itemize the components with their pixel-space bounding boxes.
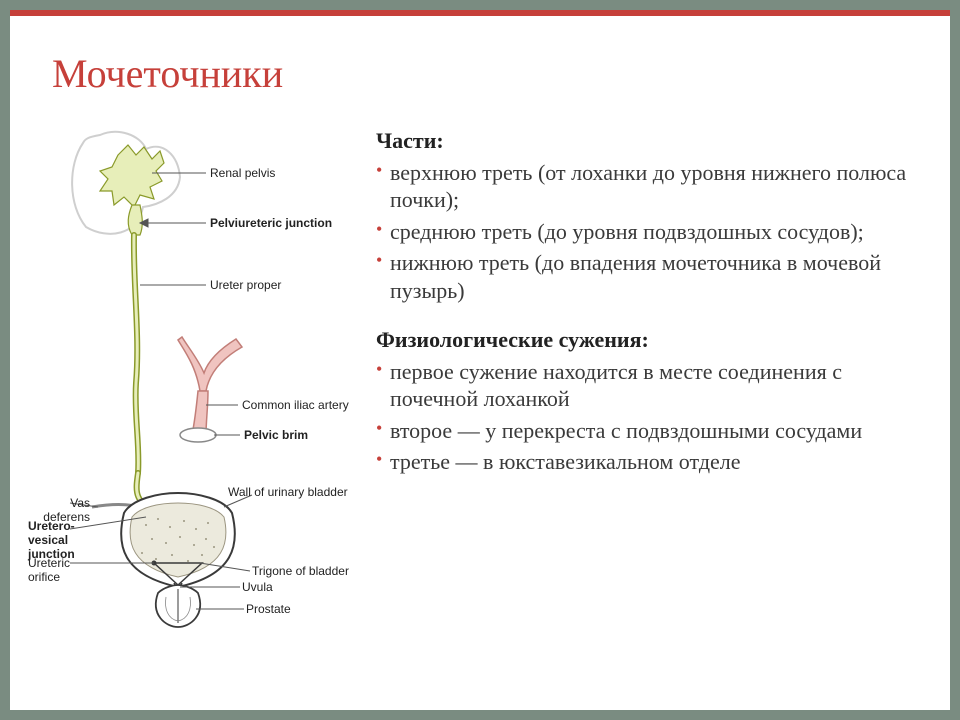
label-wall-bladder: Wall of urinary bladder <box>228 485 348 499</box>
label-pelvic-brim: Pelvic brim <box>244 428 308 442</box>
content-row: Renal pelvis Pelviureteric junction Uret… <box>10 97 950 635</box>
section2-heading: Физиологические сужения: <box>376 326 922 354</box>
label-uretero-vesical: Uretero-vesical junction <box>28 519 112 561</box>
label-trigone: Trigone of bladder <box>252 564 349 578</box>
slide-title: Мочеточники <box>10 10 950 97</box>
label-ureter-proper: Ureter proper <box>210 278 281 292</box>
slide: Мочеточники <box>10 10 950 710</box>
bullets-parts: верхнюю треть (от лоханки до уровня нижн… <box>376 159 922 305</box>
accent-bar <box>10 10 950 16</box>
label-pelviureteric-junction: Pelviureteric junction <box>210 216 332 230</box>
label-uvula: Uvula <box>242 580 273 594</box>
list-item: верхнюю треть (от лоханки до уровня нижн… <box>376 159 922 214</box>
list-item: нижнюю треть (до впадения мочеточника в … <box>376 249 922 304</box>
text-panel: Части: верхнюю треть (от лоханки до уров… <box>368 115 922 635</box>
label-prostate: Prostate <box>246 602 291 616</box>
diagram-panel: Renal pelvis Pelviureteric junction Uret… <box>28 115 368 635</box>
bullets-constrictions: первое сужение находится в месте соедине… <box>376 358 922 476</box>
list-item: второе — у перекреста с подвздошными сос… <box>376 417 922 445</box>
list-item: первое сужение находится в месте соедине… <box>376 358 922 413</box>
label-renal-pelvis: Renal pelvis <box>210 166 275 180</box>
ureter-diagram: Renal pelvis Pelviureteric junction Uret… <box>28 115 368 635</box>
label-common-iliac: Common iliac artery <box>242 398 349 412</box>
list-item: среднюю треть (до уровня подвздошных сос… <box>376 218 922 246</box>
label-ureteric-orifice: Ureteric orifice <box>28 556 100 584</box>
list-item: третье — в юкставезикальном отделе <box>376 448 922 476</box>
section1-heading: Части: <box>376 127 922 155</box>
